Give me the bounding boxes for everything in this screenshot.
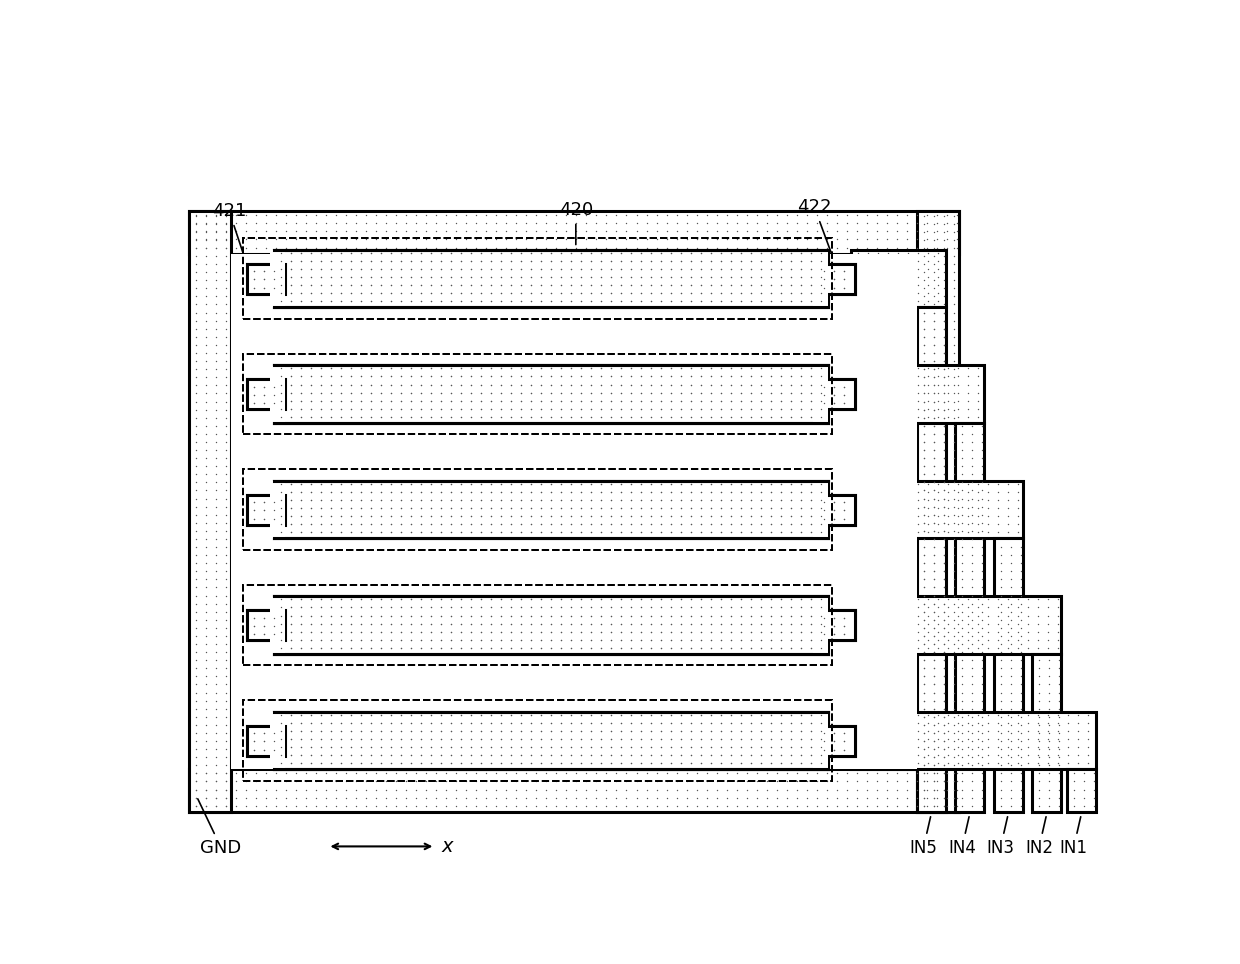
Bar xyxy=(812,712,828,768)
Bar xyxy=(247,610,285,640)
Bar xyxy=(812,481,828,538)
Bar xyxy=(270,597,285,654)
Bar xyxy=(274,711,828,769)
Bar xyxy=(274,365,828,423)
Bar xyxy=(274,481,828,539)
Bar xyxy=(243,354,832,435)
Bar xyxy=(270,251,285,307)
Text: 420: 420 xyxy=(559,663,593,707)
Text: IN5: IN5 xyxy=(910,817,937,857)
Bar xyxy=(243,700,832,781)
Bar xyxy=(274,481,828,539)
Bar xyxy=(188,211,231,812)
Bar xyxy=(243,238,832,319)
Bar xyxy=(816,610,854,640)
Text: 421: 421 xyxy=(255,656,293,735)
Bar xyxy=(816,726,854,756)
Bar xyxy=(243,354,832,435)
Bar xyxy=(243,584,832,665)
Text: IN3: IN3 xyxy=(987,817,1014,857)
Bar xyxy=(993,539,1023,812)
Bar xyxy=(916,211,959,812)
Bar xyxy=(1066,769,1096,812)
Bar xyxy=(243,238,832,319)
Bar xyxy=(247,495,285,524)
Text: 420: 420 xyxy=(559,432,593,475)
Bar xyxy=(816,610,854,640)
Bar xyxy=(955,423,985,812)
Text: 422: 422 xyxy=(743,649,830,736)
Text: 420: 420 xyxy=(559,316,593,361)
Bar xyxy=(816,263,854,294)
Bar xyxy=(270,481,285,538)
Text: 421: 421 xyxy=(212,202,249,273)
Bar xyxy=(247,379,285,409)
Bar xyxy=(851,250,946,308)
Bar xyxy=(274,596,828,654)
Text: IN2: IN2 xyxy=(1025,817,1053,857)
Bar xyxy=(812,597,828,654)
Bar xyxy=(816,726,854,756)
Bar xyxy=(247,379,285,409)
Text: 420: 420 xyxy=(559,201,593,245)
Text: 422: 422 xyxy=(774,421,838,504)
Bar xyxy=(243,469,832,549)
Bar xyxy=(247,263,285,294)
Bar xyxy=(851,365,985,423)
Text: 422: 422 xyxy=(774,307,838,388)
Text: 421: 421 xyxy=(255,314,293,388)
Text: x: x xyxy=(441,837,453,856)
Bar xyxy=(816,495,854,524)
Bar xyxy=(274,596,828,654)
Text: 422: 422 xyxy=(774,533,838,620)
Bar xyxy=(270,366,285,422)
Text: IN1: IN1 xyxy=(1060,817,1087,857)
Text: 421: 421 xyxy=(255,541,293,619)
Bar xyxy=(243,700,832,781)
Text: IN4: IN4 xyxy=(949,817,976,857)
Bar xyxy=(243,584,832,665)
Bar xyxy=(851,481,1023,539)
Bar xyxy=(1032,654,1061,812)
Bar xyxy=(247,610,285,640)
Text: 422: 422 xyxy=(797,199,838,273)
Bar xyxy=(816,495,854,524)
Bar xyxy=(270,712,285,768)
Bar xyxy=(816,263,854,294)
Text: 420: 420 xyxy=(559,548,593,591)
Bar xyxy=(231,254,916,769)
Bar xyxy=(274,711,828,769)
Bar xyxy=(188,769,959,812)
Text: GND: GND xyxy=(198,799,242,857)
Bar xyxy=(274,250,828,308)
Bar xyxy=(816,379,854,409)
Bar xyxy=(243,469,832,549)
Bar xyxy=(231,254,916,769)
Bar xyxy=(247,726,285,756)
Bar xyxy=(812,366,828,422)
Bar xyxy=(188,211,959,254)
Bar xyxy=(812,251,828,307)
Bar xyxy=(274,365,828,423)
Bar xyxy=(247,263,285,294)
Bar xyxy=(851,596,1061,654)
Text: 421: 421 xyxy=(255,425,293,504)
Bar xyxy=(274,250,828,308)
Bar xyxy=(851,711,1096,769)
Bar xyxy=(816,379,854,409)
Bar xyxy=(247,726,285,756)
Bar xyxy=(247,495,285,524)
Bar xyxy=(916,308,946,812)
